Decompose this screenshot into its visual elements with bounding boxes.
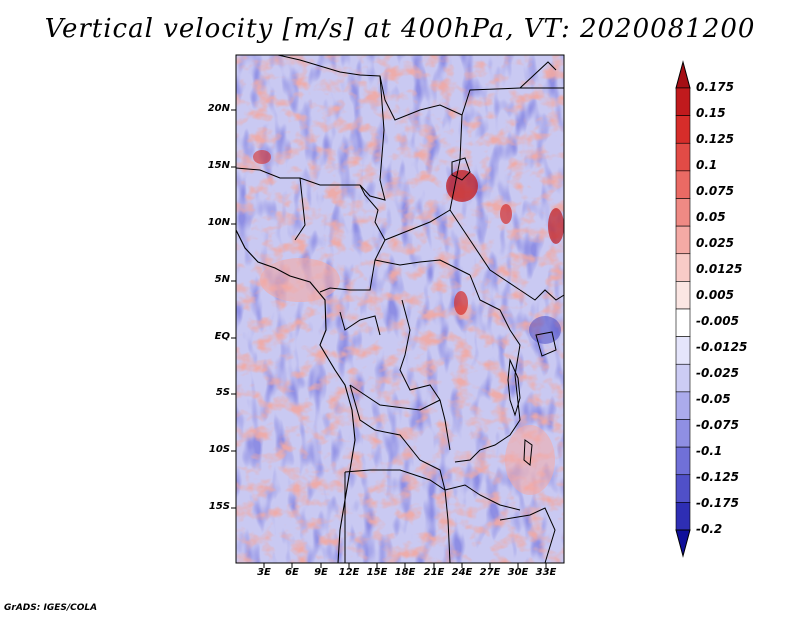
lon-label: 21E: [423, 567, 445, 578]
colorbar-label: 0.15: [696, 106, 726, 120]
colorbar-label: 0.125: [696, 132, 734, 146]
colorbar-label: -0.125: [696, 470, 739, 484]
lat-label: 15N: [207, 160, 230, 171]
colorbar-segment: [675, 253, 691, 282]
lon-label: 15E: [366, 567, 388, 578]
colorbar-segment: [675, 87, 691, 116]
colorbar-segment: [675, 308, 691, 337]
colorbar-label: -0.0125: [696, 340, 748, 354]
colorbar-segment: [675, 363, 691, 393]
colorbar-label: 0.075: [696, 184, 734, 198]
lon-label: 3E: [257, 567, 271, 578]
red-cell: [548, 208, 564, 244]
country-borders: [236, 55, 564, 563]
colorbar-label: 0.175: [696, 80, 734, 94]
red-cell: [500, 204, 512, 224]
lat-label: 5N: [214, 274, 230, 285]
colorbar-segment: [675, 391, 691, 420]
lat-label: 20N: [207, 103, 230, 114]
colorbar-label: -0.05: [696, 392, 731, 406]
lon-label: 33E: [535, 567, 557, 578]
colorbar-segment: [675, 198, 691, 227]
lon-label: 6E: [285, 567, 299, 578]
red-cell: [446, 170, 478, 202]
lon-label: 18E: [394, 567, 416, 578]
colorbar-segment: [675, 281, 691, 310]
credit-text: GrADS: IGES/COLA: [4, 603, 98, 613]
colorbar-segment: [675, 419, 691, 448]
colorbar-segment: [675, 502, 691, 531]
lat-label: EQ: [214, 331, 230, 342]
lat-label: 10N: [207, 217, 230, 228]
colorbar-segment: [675, 446, 691, 476]
colorbar-segment: [675, 474, 691, 503]
colorbar-label: -0.1: [696, 444, 723, 458]
colorbar: [675, 60, 691, 558]
lat-label: 15S: [208, 501, 230, 512]
colorbar-segment: [675, 170, 691, 199]
colorbar-label: -0.025: [696, 366, 739, 380]
velocity-field: [236, 55, 564, 563]
red-cell: [253, 150, 271, 164]
pink-region: [260, 258, 340, 302]
map-frame: [235, 54, 565, 564]
colorbar-label: -0.175: [696, 496, 739, 510]
colorbar-label: -0.005: [696, 314, 739, 328]
coastline: [236, 229, 356, 563]
map-title: Vertical velocity [m/s] at 400hPa, VT: 2…: [44, 14, 756, 44]
colorbar-segment: [675, 115, 691, 144]
colorbar-segment: [675, 142, 691, 172]
lat-label: 10S: [208, 444, 230, 455]
colorbar-min-arrow: [675, 529, 691, 558]
lat-label: 5S: [215, 387, 230, 398]
colorbar-label: 0.1: [696, 158, 718, 172]
colorbar-label: -0.075: [696, 418, 739, 432]
lon-label: 12E: [338, 567, 360, 578]
colorbar-segment: [675, 336, 691, 365]
lon-label: 9E: [314, 567, 328, 578]
lakes: [451, 157, 557, 466]
colorbar-label: 0.025: [696, 236, 734, 250]
longitude-ticks: [263, 563, 547, 568]
colorbar-label: 0.05: [696, 210, 726, 224]
colorbar-label: 0.0125: [696, 262, 743, 276]
colorbar-segment: [675, 225, 691, 255]
lon-label: 24E: [451, 567, 473, 578]
blue-region: [529, 316, 561, 344]
colorbar-label: 0.005: [696, 288, 734, 302]
latitude-ticks: [231, 109, 236, 509]
lon-label: 30E: [507, 567, 529, 578]
red-cell: [454, 291, 468, 315]
colorbar-max-arrow: [675, 60, 691, 89]
colorbar-label: -0.2: [696, 522, 723, 536]
lon-label: 27E: [479, 567, 501, 578]
